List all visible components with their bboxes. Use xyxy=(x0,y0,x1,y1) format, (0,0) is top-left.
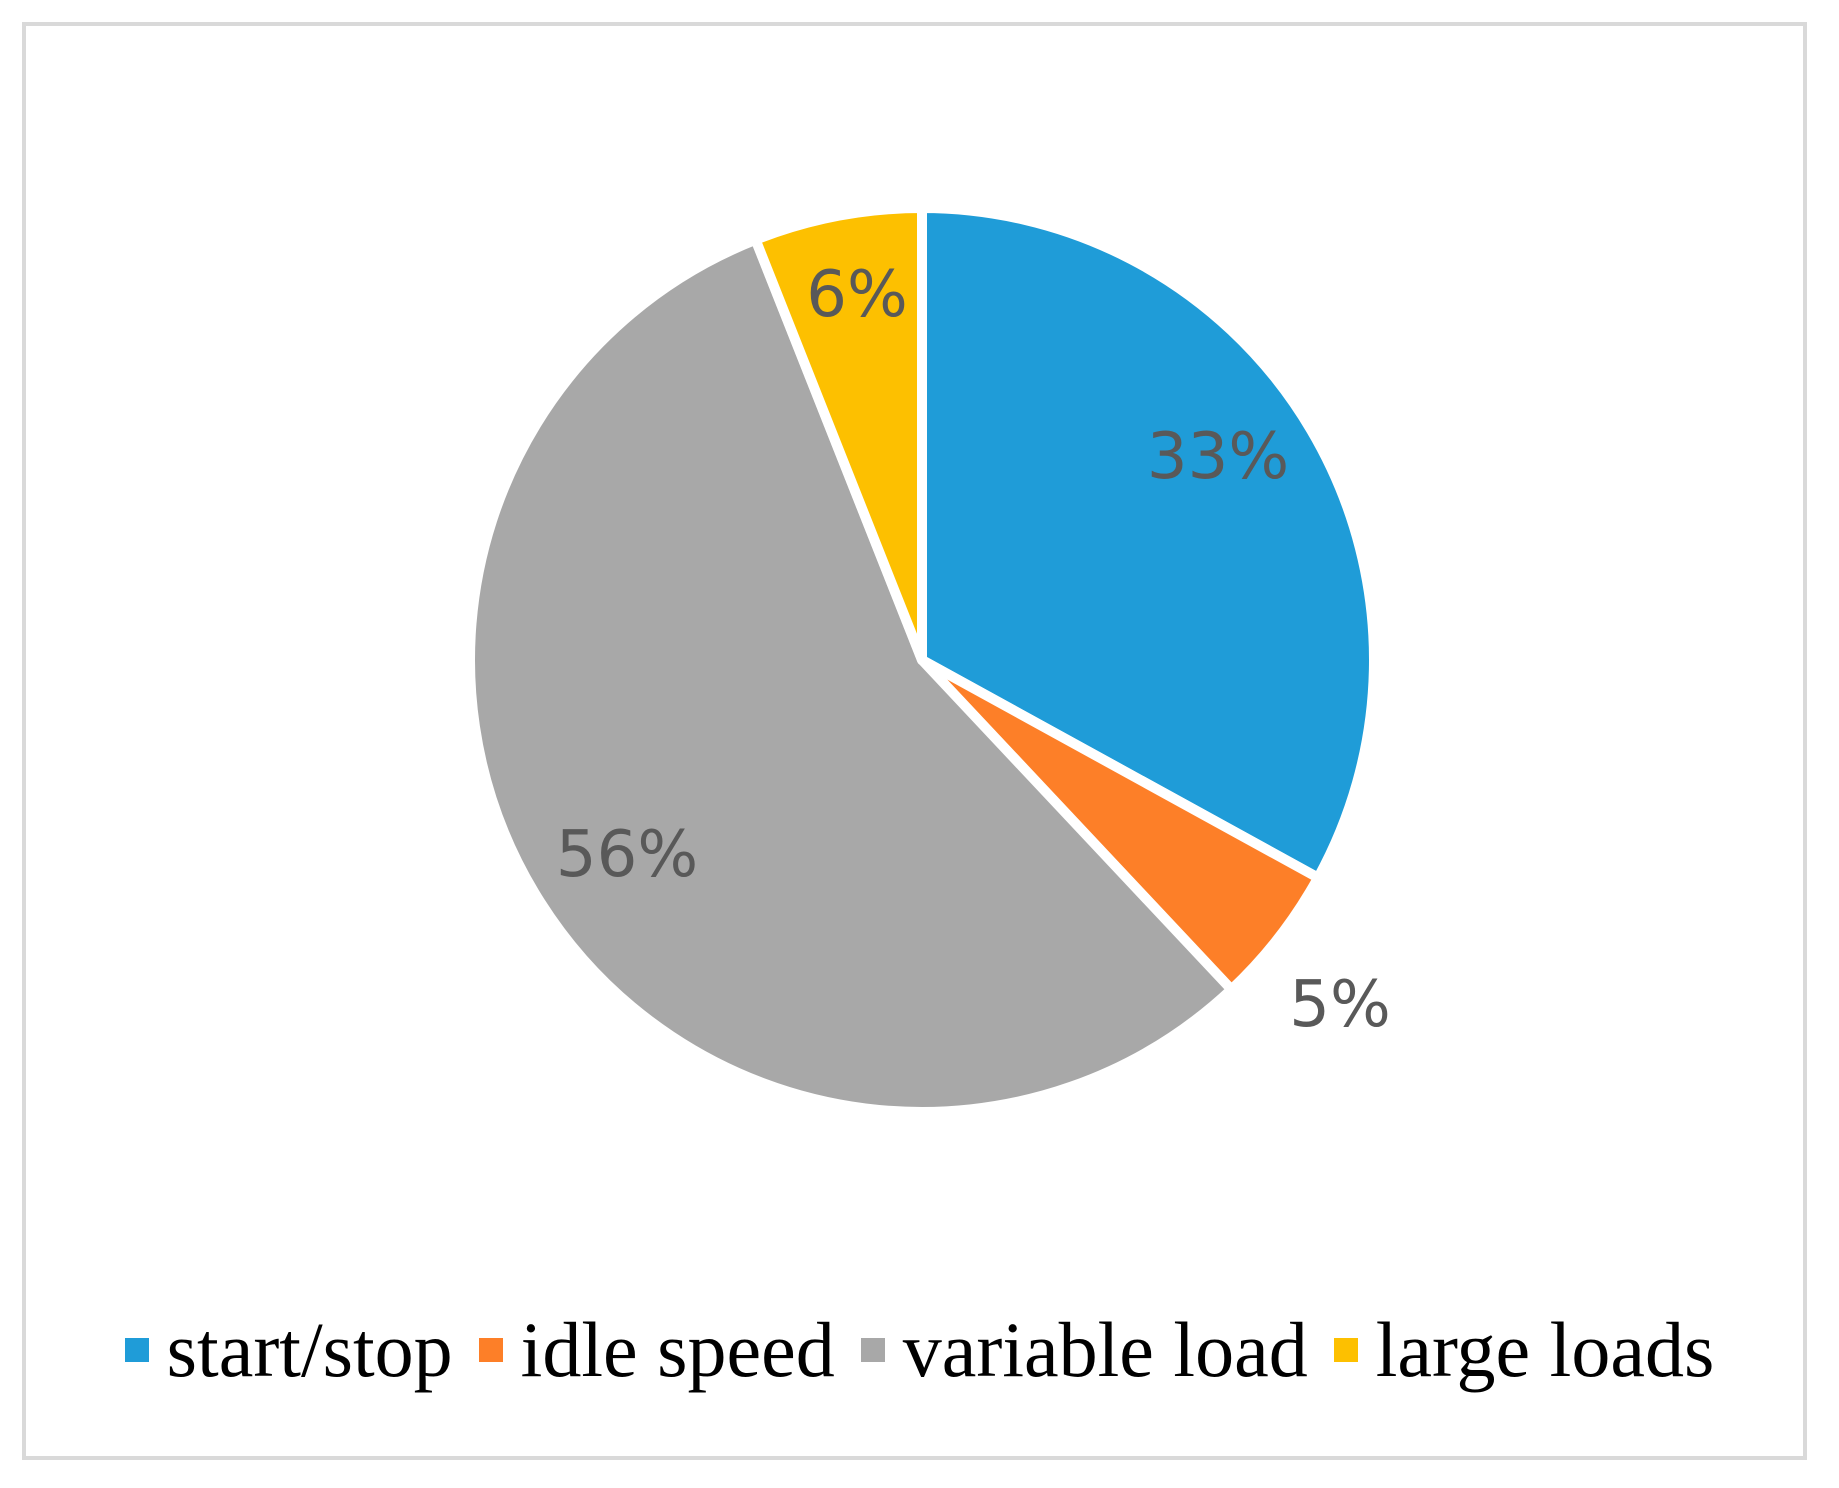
legend-label-idle-speed: idle speed xyxy=(520,1306,835,1393)
legend-swatch-variable-load xyxy=(860,1338,885,1362)
pie-slice-variable-load xyxy=(465,234,1237,1117)
legend-item-idle-speed: idle speed xyxy=(478,1305,835,1395)
data-label-start-stop: 33% xyxy=(1147,420,1289,494)
data-label-large-loads: 6% xyxy=(806,258,908,332)
legend-swatch-idle-speed xyxy=(478,1338,503,1362)
legend-label-large-loads: large loads xyxy=(1375,1306,1715,1393)
legend-label-start-stop: start/stop xyxy=(166,1306,453,1393)
legend-swatch-start-stop xyxy=(124,1338,149,1362)
pie-slice-large-loads xyxy=(750,203,927,665)
legend-item-start-stop: start/stop xyxy=(124,1305,453,1395)
data-label-idle-speed: 5% xyxy=(1289,968,1391,1042)
pie-slice-start-stop xyxy=(917,203,1379,883)
data-label-variable-load: 56% xyxy=(556,818,698,892)
legend-label-variable-load: variable load xyxy=(902,1306,1308,1393)
legend: start/stop idle speed variable load larg… xyxy=(0,1305,1839,1395)
legend-item-large-loads: large loads xyxy=(1333,1305,1715,1395)
legend-item-variable-load: variable load xyxy=(860,1305,1308,1395)
legend-swatch-large-loads xyxy=(1333,1338,1358,1362)
pie-slices xyxy=(465,203,1379,1117)
